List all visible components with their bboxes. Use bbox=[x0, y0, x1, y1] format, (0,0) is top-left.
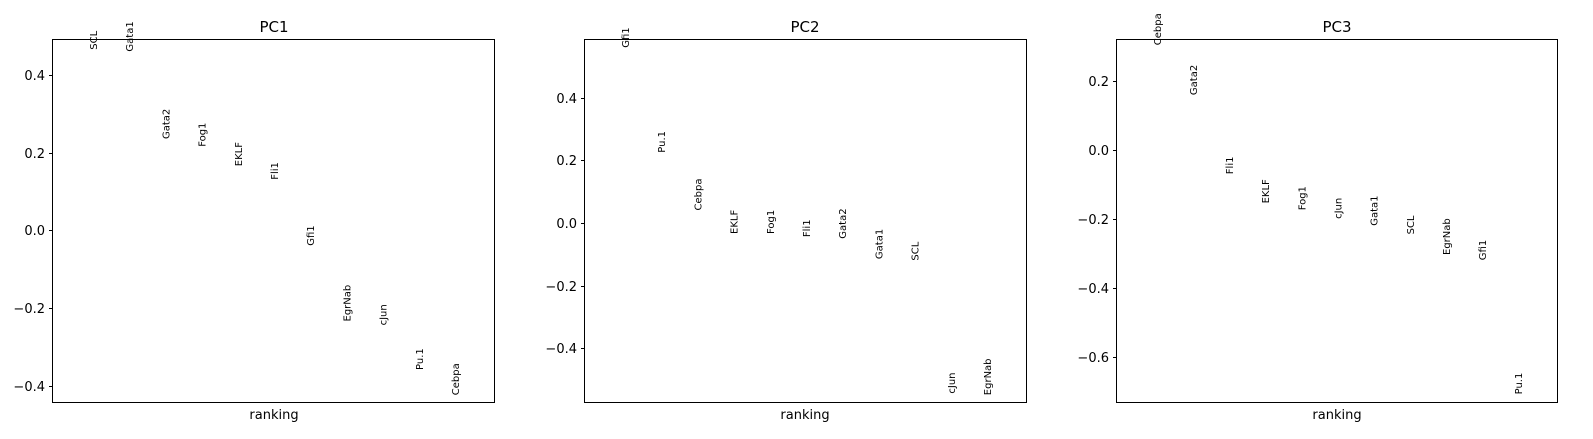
y-tick-label: 0.0 bbox=[24, 224, 45, 239]
x-axis-label: ranking bbox=[780, 408, 829, 423]
y-tick-label: 0.2 bbox=[1088, 75, 1109, 90]
panel-title: PC1 bbox=[259, 18, 288, 36]
y-tick-label: 0.0 bbox=[556, 217, 577, 232]
y-tick-label: −0.2 bbox=[13, 302, 45, 317]
y-tick-label: −0.4 bbox=[13, 380, 45, 395]
gene-label-cjun: cJun bbox=[947, 372, 958, 393]
y-axis-ticks: −0.6 −0.4 −0.2 0.0 0.2 bbox=[1077, 75, 1117, 366]
gene-label-gfi1: Gfi1 bbox=[306, 225, 317, 245]
gene-label-fli1: Fli1 bbox=[802, 219, 813, 237]
gene-label-gata1: Gata1 bbox=[1370, 196, 1381, 226]
y-tick-label: −0.6 bbox=[1077, 351, 1109, 366]
y-tick-label: −0.4 bbox=[1077, 282, 1109, 297]
panel-pc2: PC2 −0.4 −0.2 0.0 0.2 0.4 Gfi1 Pu.1 Cebpa EKLF F… bbox=[545, 18, 1027, 423]
gene-label-pu-1: Pu.1 bbox=[657, 131, 668, 153]
panel-pc1: PC1 −0.4 −0.2 0.0 0.2 0.4 SCL Gata1 Gata2 Fog1 E… bbox=[13, 18, 495, 423]
gene-label-gata1: Gata1 bbox=[875, 229, 886, 259]
gene-label-gfi1: Gfi1 bbox=[1478, 240, 1489, 260]
plot-frame bbox=[52, 39, 495, 403]
gene-label-scl: SCL bbox=[89, 30, 100, 49]
gene-labels: SCL Gata1 Gata2 Fog1 EKLF Fli1 Gfi1 EgrNab cJun P… bbox=[89, 21, 462, 395]
plot-frame bbox=[584, 39, 1027, 403]
gene-label-scl: SCL bbox=[911, 241, 922, 260]
gene-label-eklf: EKLF bbox=[1261, 179, 1272, 203]
gene-label-fog1: Fog1 bbox=[198, 123, 209, 147]
y-axis-ticks: −0.4 −0.2 0.0 0.2 0.4 bbox=[13, 69, 53, 395]
gene-label-pu-1: Pu.1 bbox=[1514, 373, 1525, 395]
y-tick-label: −0.4 bbox=[545, 342, 577, 357]
gene-labels: Cebpa Gata2 Fli1 EKLF Fog1 cJun Gata1 SCL EgrNab… bbox=[1153, 13, 1525, 394]
gene-label-gata1: Gata1 bbox=[125, 21, 136, 51]
gene-label-eklf: EKLF bbox=[730, 210, 741, 234]
y-tick-label: 0.4 bbox=[556, 92, 577, 107]
x-axis-label: ranking bbox=[249, 408, 298, 423]
gene-label-scl: SCL bbox=[1406, 215, 1417, 234]
y-tick-label: −0.2 bbox=[1077, 213, 1109, 228]
gene-label-fog1: Fog1 bbox=[766, 210, 777, 234]
panel-pc3: PC3 −0.6 −0.4 −0.2 0.0 0.2 Cebpa Gata2 Fli1 EKL… bbox=[1077, 13, 1558, 423]
gene-label-eklf: EKLF bbox=[234, 142, 245, 166]
gene-label-cebpa: Cebpa bbox=[693, 179, 704, 211]
gene-labels: Gfi1 Pu.1 Cebpa EKLF Fog1 Fli1 Gata2 Gata1 SCL cJ… bbox=[621, 27, 994, 395]
y-tick-label: 0.2 bbox=[24, 147, 45, 162]
y-tick-label: 0.2 bbox=[556, 154, 577, 169]
plot-frame bbox=[1116, 39, 1558, 403]
gene-label-cebpa: Cebpa bbox=[451, 363, 462, 395]
gene-label-cjun: cJun bbox=[1334, 198, 1345, 219]
gene-label-egrnab: EgrNab bbox=[1442, 218, 1453, 255]
x-axis-label: ranking bbox=[1312, 408, 1361, 423]
panel-title: PC3 bbox=[1322, 18, 1351, 36]
y-tick-label: 0.0 bbox=[1088, 144, 1109, 159]
gene-label-cebpa: Cebpa bbox=[1153, 13, 1164, 45]
gene-label-gfi1: Gfi1 bbox=[621, 27, 632, 47]
gene-label-egrnab: EgrNab bbox=[343, 285, 354, 322]
y-axis-ticks: −0.4 −0.2 0.0 0.2 0.4 bbox=[545, 92, 585, 357]
gene-label-pu-1: Pu.1 bbox=[415, 348, 426, 370]
gene-label-cjun: cJun bbox=[379, 304, 390, 325]
gene-label-gata2: Gata2 bbox=[1189, 65, 1200, 95]
gene-label-gata2: Gata2 bbox=[838, 208, 849, 238]
gene-label-fli1: Fli1 bbox=[270, 162, 281, 180]
y-tick-label: 0.4 bbox=[24, 69, 45, 84]
panel-title: PC2 bbox=[790, 18, 819, 36]
gene-label-egrnab: EgrNab bbox=[983, 358, 994, 395]
y-tick-label: −0.2 bbox=[545, 280, 577, 295]
gene-label-fli1: Fli1 bbox=[1225, 157, 1236, 175]
gene-label-gata2: Gata2 bbox=[161, 109, 172, 139]
gene-label-fog1: Fog1 bbox=[1297, 186, 1308, 210]
